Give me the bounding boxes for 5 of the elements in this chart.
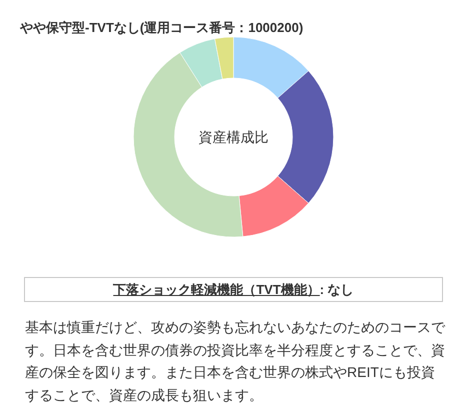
text: 資産構成比 [198, 129, 268, 145]
chart-title: やや保守型-TVTなし(運用コース番号：1000200) [19, 20, 304, 35]
text: 基本は慎重だけど、攻めの姿勢も忘れないあなたのためのコースです。日本を含む世界の債券の投資比率を半分程度とすることで、資産の保全を図ります。また日本を含む世界の株式やREITにも投資することで、資産の成長も狙います。 [25, 318, 446, 404]
text: : なし [320, 282, 354, 297]
text: 下落ショック軽減機能（TVT機能） [113, 282, 320, 297]
